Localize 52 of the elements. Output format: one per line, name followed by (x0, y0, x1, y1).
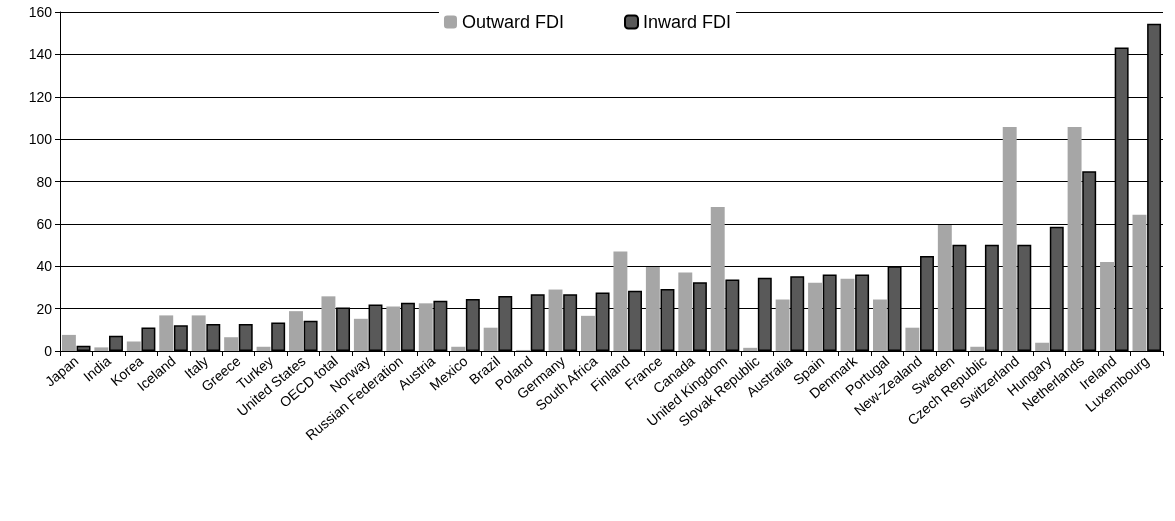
bar (224, 337, 239, 351)
bar (645, 266, 660, 351)
bar (775, 299, 790, 351)
bar (256, 346, 271, 351)
bar (353, 318, 368, 351)
bar (173, 325, 188, 351)
bar (386, 306, 401, 351)
y-tick-label: 120 (28, 88, 53, 105)
bar (238, 324, 253, 351)
y-tick-label: 80 (36, 173, 53, 190)
bar (303, 320, 318, 351)
bar (206, 324, 221, 351)
bar (678, 272, 693, 351)
y-tick-label: 140 (28, 46, 53, 63)
bar (970, 346, 985, 351)
bar (581, 315, 595, 351)
bar (418, 303, 433, 351)
bar (289, 311, 303, 351)
bar (872, 299, 887, 351)
bar (451, 346, 466, 351)
bar (1100, 262, 1114, 351)
bar (613, 251, 628, 351)
y-tick-label: 100 (28, 131, 53, 148)
bar (1132, 214, 1147, 351)
bar (271, 322, 286, 351)
bar (548, 289, 563, 351)
legend-label: Outward FDI (461, 12, 565, 32)
bar (808, 282, 823, 351)
bar (1035, 342, 1050, 351)
bar (710, 206, 725, 351)
bar (1002, 127, 1017, 351)
bar (937, 224, 952, 351)
y-tick-label: 40 (36, 258, 53, 275)
bar (94, 347, 109, 351)
y-tick-label: 160 (28, 4, 53, 20)
bar (191, 315, 206, 351)
bar (905, 327, 920, 351)
y-tick-label: 60 (36, 215, 53, 232)
bar (126, 341, 141, 351)
y-tick-label: 0 (44, 343, 53, 359)
bar (743, 347, 758, 351)
bar (76, 345, 91, 351)
bar (159, 315, 174, 351)
bar (483, 327, 498, 351)
legend-label: Inward FDI (643, 12, 732, 32)
bar (61, 334, 76, 351)
bar (1067, 127, 1082, 351)
bar (109, 335, 123, 351)
bar (840, 278, 855, 351)
bar (321, 296, 336, 351)
y-tick-label: 20 (36, 300, 53, 317)
bar (141, 327, 156, 351)
